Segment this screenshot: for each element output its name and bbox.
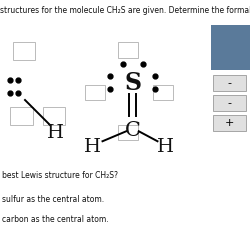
- Text: -: -: [228, 78, 232, 88]
- Text: H: H: [156, 138, 174, 156]
- Bar: [42, 108, 65, 125]
- Text: H: H: [46, 124, 64, 142]
- Text: carbon as the central atom.: carbon as the central atom.: [2, 216, 109, 224]
- Bar: [85, 85, 105, 100]
- Text: -: -: [228, 98, 232, 108]
- Bar: [10, 108, 32, 125]
- Bar: [212, 75, 246, 91]
- Text: H: H: [84, 138, 101, 156]
- Bar: [118, 42, 138, 58]
- Bar: [152, 85, 172, 100]
- Bar: [12, 42, 35, 60]
- Bar: [212, 95, 246, 111]
- Text: S: S: [124, 70, 141, 94]
- Bar: [212, 115, 246, 131]
- Bar: [118, 125, 138, 140]
- Text: best Lewis structure for CH₂S?: best Lewis structure for CH₂S?: [2, 170, 118, 179]
- Bar: [211, 25, 250, 70]
- Text: sulfur as the central atom.: sulfur as the central atom.: [2, 196, 104, 204]
- Text: C: C: [124, 120, 140, 140]
- Text: +: +: [225, 118, 234, 128]
- Text: structures for the molecule CH₂S are given. Determine the formal charge on e: structures for the molecule CH₂S are giv…: [0, 6, 250, 15]
